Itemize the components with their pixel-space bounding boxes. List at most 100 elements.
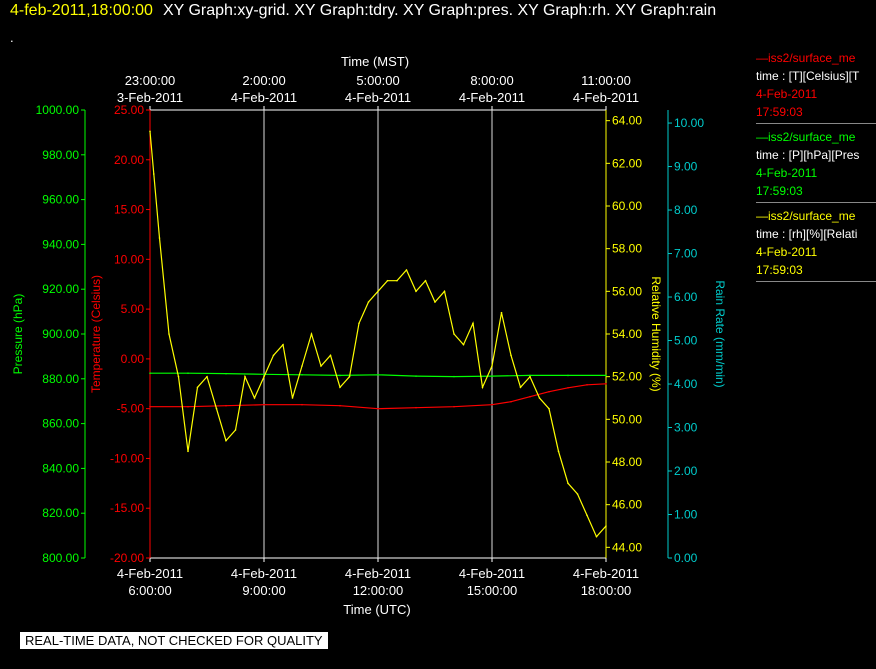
temperature-tick-label: 25.00 (114, 103, 144, 117)
pressure-data-point (567, 374, 569, 377)
humidity-tick-label: 56.00 (612, 284, 642, 298)
legend-entry: —iss2/surface_me time : [P][hPa][Pres 4-Fe… (756, 128, 876, 203)
top-tick-date: 4-Feb-2011 (345, 90, 411, 105)
pressure-data-point (605, 374, 607, 377)
humidity-data-point (605, 525, 607, 527)
humidity-data-point (510, 354, 512, 357)
temperature-tick-label: -15.00 (110, 501, 144, 515)
pressure-data-point (491, 375, 493, 377)
humidity-series-line (149, 131, 607, 538)
temperature-data-point (548, 390, 550, 393)
rain-tick-label: 9.00 (674, 160, 698, 174)
bottom-tick-date: 4-Feb-2011 (231, 566, 297, 581)
pressure-data-point (377, 373, 379, 376)
temperature-data-point (453, 405, 455, 408)
humidity-data-point (234, 429, 237, 431)
bottom-axis-label: Time (UTC) (343, 602, 410, 617)
legend-line2: 4-Feb-2011 (756, 245, 818, 259)
humidity-data-point (586, 514, 588, 517)
humidity-data-point (177, 375, 180, 378)
rain-tick-label: 8.00 (674, 203, 698, 217)
humidity-data-point (519, 386, 522, 389)
temperature-series-line (150, 383, 607, 410)
bottom-tick-time: 12:00:00 (353, 583, 404, 598)
legend-name: —iss2/surface_me (756, 51, 856, 65)
pressure-axis-title: Pressure (hPa) (11, 294, 25, 375)
humidity-data-point (282, 343, 284, 346)
humidity-data-point (291, 397, 294, 399)
humidity-data-point (491, 365, 493, 367)
humidity-data-point (215, 407, 218, 410)
humidity-data-point (557, 450, 560, 453)
temperature-data-point (263, 403, 265, 406)
humidity-data-point (168, 333, 170, 335)
pressure-data-point (225, 372, 227, 375)
pressure-tick-label: 1000.00 (36, 103, 80, 117)
header-bar: 4-feb-2011,18:00:00 XY Graph:xy-grid. XY … (10, 2, 716, 20)
temperature-data-point (567, 386, 569, 389)
humidity-data-point (386, 279, 389, 282)
humidity-data-point (396, 279, 398, 282)
legend-line1: time : [rh][%][Relati (756, 227, 858, 241)
pressure-tick-label: 860.00 (42, 417, 79, 431)
humidity-data-point (272, 354, 275, 357)
rain-tick-label: 4.00 (674, 377, 698, 391)
humidity-tick-label: 50.00 (612, 412, 642, 426)
temperature-tick-label: -10.00 (110, 451, 144, 465)
humidity-data-point (500, 311, 503, 314)
pressure-tick-label: 940.00 (42, 237, 79, 251)
humidity-data-point (367, 301, 370, 303)
pressure-tick-label: 880.00 (42, 372, 79, 386)
rain-axis-title: Rain Rate (mm/min) (713, 280, 727, 387)
humidity-data-point (415, 290, 417, 293)
humidity-data-point (358, 322, 360, 325)
humidity-data-point (529, 375, 531, 378)
humidity-data-point (472, 322, 474, 325)
temperature-data-point (377, 407, 379, 410)
humidity-data-point (158, 237, 161, 239)
humidity-data-point (196, 386, 199, 389)
legend: —iss2/surface_me time : [T][Celsius][T 4-F… (756, 49, 876, 286)
pressure-tick-label: 920.00 (42, 282, 79, 296)
top-tick-date: 4-Feb-2011 (231, 90, 297, 105)
temperature-tick-label: 0.00 (121, 352, 145, 366)
humidity-data-point (329, 354, 332, 357)
legend-line2: 4-Feb-2011 (756, 166, 818, 180)
pressure-data-point (453, 375, 455, 378)
temperature-data-point (510, 400, 512, 403)
header-graph-list: XY Graph:xy-grid. XY Graph:tdry. XY Grap… (162, 2, 717, 19)
header-dot: . (10, 30, 14, 45)
humidity-data-point (310, 333, 313, 335)
humidity-data-point (481, 386, 484, 389)
legend-line1: time : [T][Celsius][T (756, 69, 860, 83)
temperature-data-point (225, 404, 227, 407)
temperature-tick-label: -5.00 (117, 402, 145, 416)
top-tick-date: 4-Feb-2011 (573, 90, 639, 105)
humidity-data-point (263, 375, 265, 378)
pressure-data-point (529, 374, 531, 377)
top-tick-time: 5:00:00 (356, 73, 399, 88)
humidity-data-point (320, 365, 322, 367)
humidity-tick-label: 60.00 (612, 199, 642, 213)
legend-name: —iss2/surface_me (756, 209, 856, 223)
pressure-data-point (149, 372, 151, 375)
legend-line3: 17:59:03 (756, 263, 803, 277)
top-tick-date: 4-Feb-2011 (459, 90, 525, 105)
rain-tick-label: 0.00 (674, 551, 698, 565)
temperature-tick-label: 10.00 (114, 252, 144, 266)
humidity-data-point (253, 397, 256, 399)
rain-tick-label: 6.00 (674, 290, 698, 304)
temperature-data-point (491, 403, 493, 406)
temperature-data-point (187, 405, 189, 408)
pressure-tick-label: 820.00 (42, 506, 79, 520)
humidity-data-point (149, 130, 151, 133)
pressure-tick-label: 960.00 (42, 193, 79, 207)
pressure-data-point (339, 374, 341, 377)
temperature-tick-label: 5.00 (121, 302, 145, 316)
temperature-tick-label: 20.00 (114, 153, 144, 167)
humidity-data-point (434, 301, 436, 303)
humidity-data-point (424, 279, 427, 282)
bottom-tick-date: 4-Feb-2011 (345, 566, 411, 581)
